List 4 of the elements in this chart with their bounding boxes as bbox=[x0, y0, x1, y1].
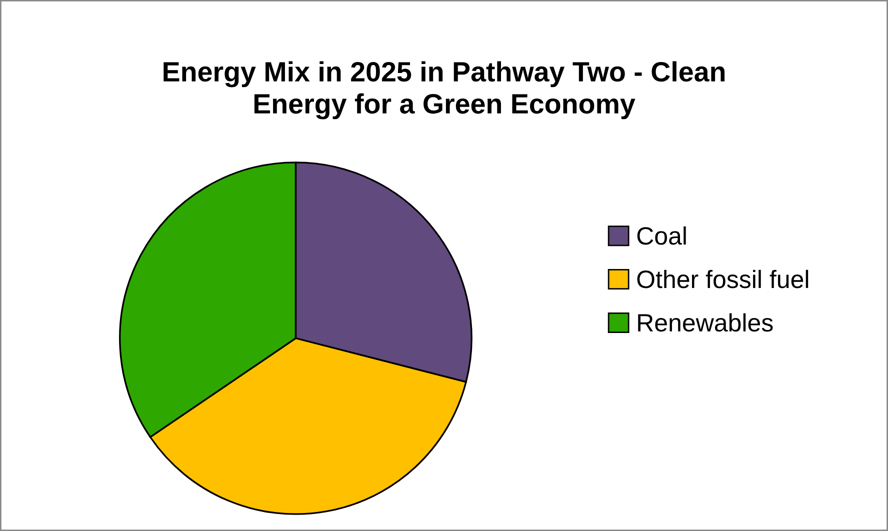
chart-title: Energy Mix in 2025 in Pathway Two - Clean Energy for a Green Economy bbox=[164, 61, 725, 120]
legend-label: Coal bbox=[637, 226, 686, 245]
legend-label: Other fossil fuel bbox=[637, 270, 808, 288]
legend-label: Renewables bbox=[638, 313, 773, 332]
